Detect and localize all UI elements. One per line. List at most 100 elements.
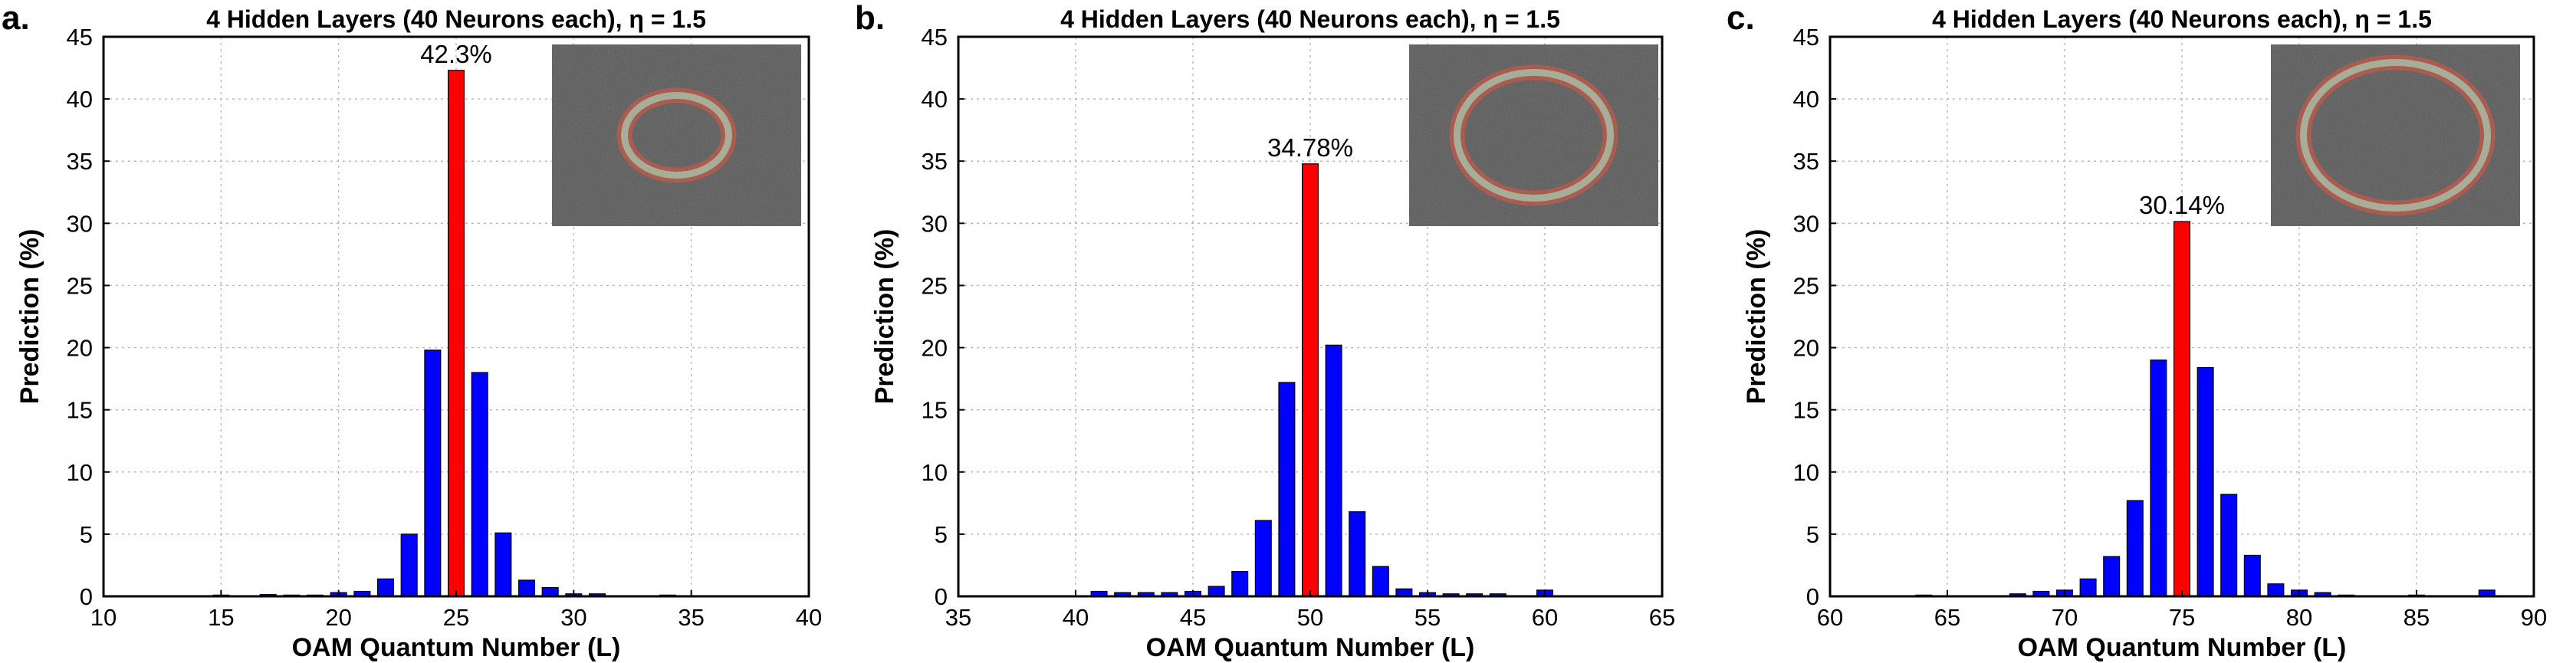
x-tick-label: 85 (2404, 604, 2430, 631)
bar (1254, 520, 1272, 597)
x-tick-label: 50 (1297, 604, 1323, 631)
x-tick-label: 55 (1414, 604, 1441, 631)
highlight-bar (2173, 221, 2191, 597)
x-tick-label: 15 (208, 604, 234, 631)
y-axis-label: Prediction (%) (870, 229, 899, 405)
bar (2267, 583, 2285, 597)
bar (541, 587, 559, 597)
panel-label: c. (1727, 0, 1755, 37)
y-axis-label: Prediction (%) (15, 229, 44, 405)
y-tick-label: 25 (922, 272, 948, 299)
bar (495, 532, 512, 597)
y-tick-label: 0 (935, 583, 948, 610)
inset-noise (2271, 44, 2520, 226)
y-tick-label: 40 (922, 86, 948, 113)
bar (400, 533, 418, 597)
highlight-data-label: 30.14% (2139, 191, 2225, 219)
bar (2196, 366, 2214, 597)
x-axis-label: OAM Quantum Number (L) (292, 633, 621, 662)
y-tick-label: 0 (1806, 583, 1819, 610)
y-tick-label: 20 (922, 335, 948, 362)
y-tick-label: 15 (67, 397, 93, 424)
y-tick-label: 40 (1793, 86, 1819, 113)
x-tick-label: 65 (1649, 604, 1675, 631)
chart-panel-2: 35 40 45 50 55 60 65 0 5 10 15 20 25 30 35 40 45 34.78% 4 … (855, 0, 1675, 662)
highlight-data-label: 42.3% (420, 40, 492, 68)
inset-beam-image (2271, 44, 2520, 226)
bar (2126, 500, 2144, 597)
y-tick-label: 15 (922, 397, 948, 424)
bar (518, 579, 536, 597)
y-tick-label: 15 (1793, 397, 1819, 424)
bar (2103, 556, 2121, 597)
y-tick-label: 10 (67, 459, 93, 486)
y-tick-label: 45 (67, 24, 93, 51)
bar (2150, 359, 2167, 597)
chart-panel-1: 10 15 20 25 30 35 40 0 5 10 15 20 25 30 35 40 45 42.3% 4 H… (2, 0, 822, 662)
bar (1231, 570, 1249, 597)
y-tick-label: 20 (67, 335, 93, 362)
x-tick-label: 35 (678, 604, 704, 631)
chart-panel-3: 60 65 70 75 80 85 90 0 5 10 15 20 25 30 35 40 45 30.14% 4 … (1727, 0, 2547, 662)
y-tick-label: 5 (1806, 521, 1819, 548)
highlight-data-label: 34.78% (1267, 133, 1353, 162)
x-axis-label: OAM Quantum Number (L) (1146, 633, 1475, 662)
x-tick-label: 60 (1532, 604, 1558, 631)
x-axis-label: OAM Quantum Number (L) (2018, 633, 2347, 662)
bar (2220, 494, 2238, 597)
x-tick-label: 45 (1180, 604, 1206, 631)
y-tick-label: 35 (67, 148, 93, 175)
inset-beam-image (1409, 44, 1658, 226)
y-tick-label: 0 (80, 583, 93, 610)
y-tick-label: 25 (67, 272, 93, 299)
chart-title: 4 Hidden Layers (40 Neurons each), η = 1… (206, 5, 706, 33)
y-tick-label: 5 (935, 521, 948, 548)
y-tick-label: 30 (1793, 210, 1819, 237)
y-tick-label: 40 (67, 86, 93, 113)
y-tick-label: 30 (67, 210, 93, 237)
chart-title: 4 Hidden Layers (40 Neurons each), η = 1… (1060, 5, 1560, 33)
inset-noise (552, 44, 801, 226)
y-tick-label: 45 (922, 24, 948, 51)
y-tick-label: 5 (80, 521, 93, 548)
x-tick-label: 20 (325, 604, 351, 631)
x-tick-label: 25 (443, 604, 469, 631)
panel-label: a. (2, 0, 30, 37)
bar (2079, 578, 2097, 597)
x-tick-label: 75 (2169, 604, 2195, 631)
y-tick-label: 10 (922, 459, 948, 486)
bar (1349, 511, 1366, 597)
x-tick-label: 10 (90, 604, 117, 631)
y-axis-label: Prediction (%) (1742, 229, 1771, 405)
y-tick-label: 35 (1793, 148, 1819, 175)
bar (1278, 382, 1296, 597)
y-tick-label: 10 (1793, 459, 1819, 486)
bar (424, 350, 442, 597)
x-tick-label: 90 (2521, 604, 2547, 631)
y-tick-label: 25 (1793, 272, 1819, 299)
chart-title: 4 Hidden Layers (40 Neurons each), η = 1… (1932, 5, 2432, 33)
bar (376, 578, 395, 597)
x-tick-label: 40 (796, 604, 822, 631)
bar (471, 372, 488, 597)
x-tick-label: 40 (1063, 604, 1089, 631)
inset-beam-image (552, 44, 801, 226)
x-tick-label: 30 (560, 604, 586, 631)
y-tick-label: 20 (1793, 335, 1819, 362)
x-tick-label: 80 (2286, 604, 2312, 631)
x-tick-label: 35 (945, 604, 971, 631)
bar (1372, 566, 1389, 597)
panel-label: b. (855, 0, 885, 37)
y-tick-label: 30 (922, 210, 948, 237)
x-tick-label: 60 (1817, 604, 1843, 631)
bar (1208, 586, 1225, 597)
x-tick-label: 65 (1934, 604, 1960, 631)
bar (1325, 344, 1342, 597)
bar (2243, 554, 2261, 597)
y-tick-label: 35 (922, 148, 948, 175)
highlight-bar (1301, 163, 1319, 597)
y-tick-label: 45 (1793, 24, 1819, 51)
inset-noise (1409, 44, 1658, 226)
highlight-bar (447, 70, 465, 597)
